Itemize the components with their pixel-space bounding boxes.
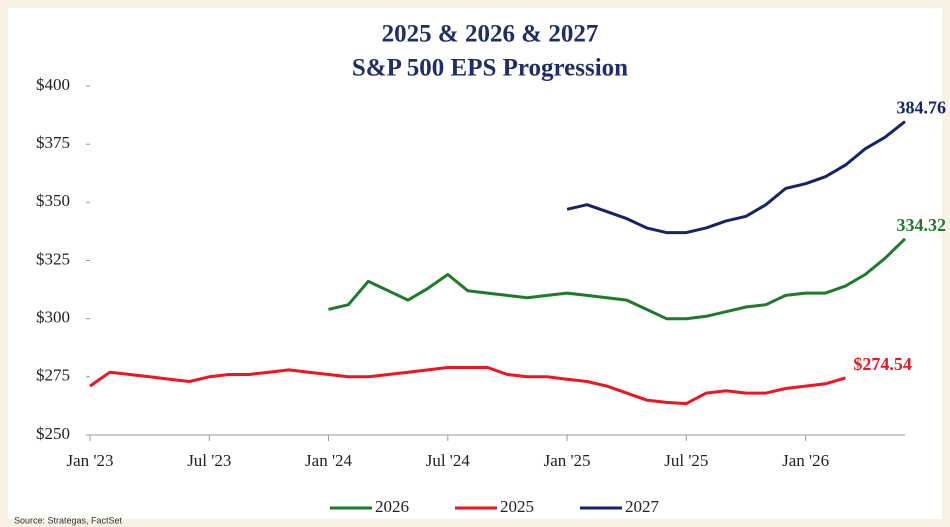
chart-subtitle: S&P 500 EPS Progression <box>352 55 628 82</box>
y-tick-label: $275 <box>36 366 70 385</box>
legend-label: 2027 <box>625 497 660 516</box>
y-tick-label: $350 <box>36 191 70 210</box>
end-label: 384.76 <box>897 98 947 118</box>
chart-panel <box>8 8 942 519</box>
x-tick-label: Jan '25 <box>544 451 591 470</box>
legend-label: 2025 <box>500 497 534 516</box>
x-tick-label: Jul '24 <box>426 451 471 470</box>
series-line <box>89 366 846 406</box>
series-line <box>566 120 906 235</box>
x-tick-label: Jan '24 <box>305 451 352 470</box>
y-tick-label: $325 <box>36 249 70 268</box>
x-tick-label: Jul '25 <box>664 451 708 470</box>
y-tick-label: $250 <box>36 424 70 443</box>
x-tick-label: Jan '26 <box>782 451 829 470</box>
y-tick-label: $300 <box>36 308 70 327</box>
chart-title: 2025 & 2026 & 2027 <box>382 21 599 48</box>
y-tick-label: $400 <box>36 75 70 94</box>
end-label: 334.32 <box>897 215 947 235</box>
end-label: $274.54 <box>853 354 912 374</box>
x-tick-label: Jul '23 <box>187 451 231 470</box>
y-tick-label: $375 <box>36 133 70 152</box>
legend-label: 2026 <box>375 497 409 516</box>
source-note: Source: Strategas, FactSet <box>14 515 123 525</box>
x-tick-label: Jan '23 <box>67 451 114 470</box>
series-line <box>328 237 907 321</box>
